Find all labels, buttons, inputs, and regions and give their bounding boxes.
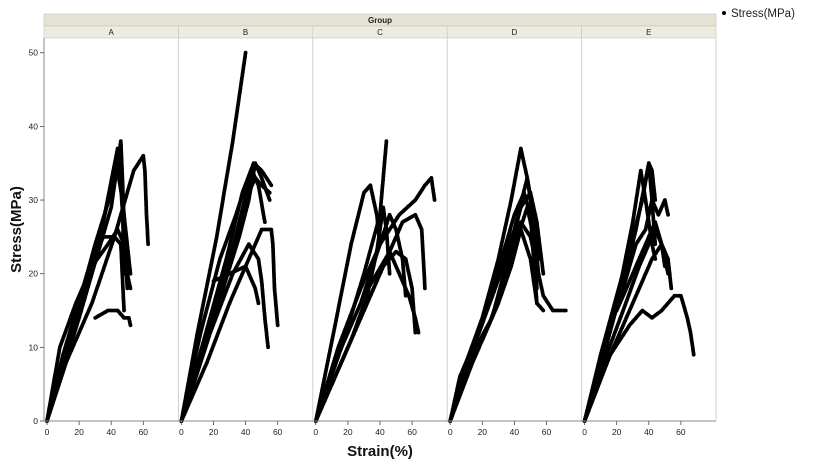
data-point — [129, 323, 133, 327]
panel-label-a: A — [109, 28, 115, 37]
panel-label-d: D — [512, 28, 518, 37]
group-header-label: Group — [368, 16, 392, 25]
panel-label-c: C — [377, 28, 383, 37]
data-point — [423, 287, 427, 291]
data-point — [268, 198, 272, 202]
panel-label-e: E — [646, 28, 651, 37]
data-point — [564, 309, 568, 313]
data-point — [433, 198, 437, 202]
data-point — [388, 272, 392, 276]
data-point — [385, 139, 389, 143]
data-point — [257, 301, 261, 305]
data-point — [146, 242, 150, 246]
data-point — [129, 272, 133, 276]
data-point — [276, 323, 280, 327]
data-point — [244, 51, 248, 55]
data-point — [263, 220, 267, 224]
data-point — [417, 331, 421, 335]
group-header: Group A B C D E — [44, 14, 716, 38]
data-point — [129, 287, 133, 291]
data-point — [266, 345, 270, 349]
data-point — [122, 309, 126, 313]
panel-label-b: B — [243, 28, 248, 37]
data-point — [269, 183, 273, 187]
data-point — [244, 183, 248, 187]
